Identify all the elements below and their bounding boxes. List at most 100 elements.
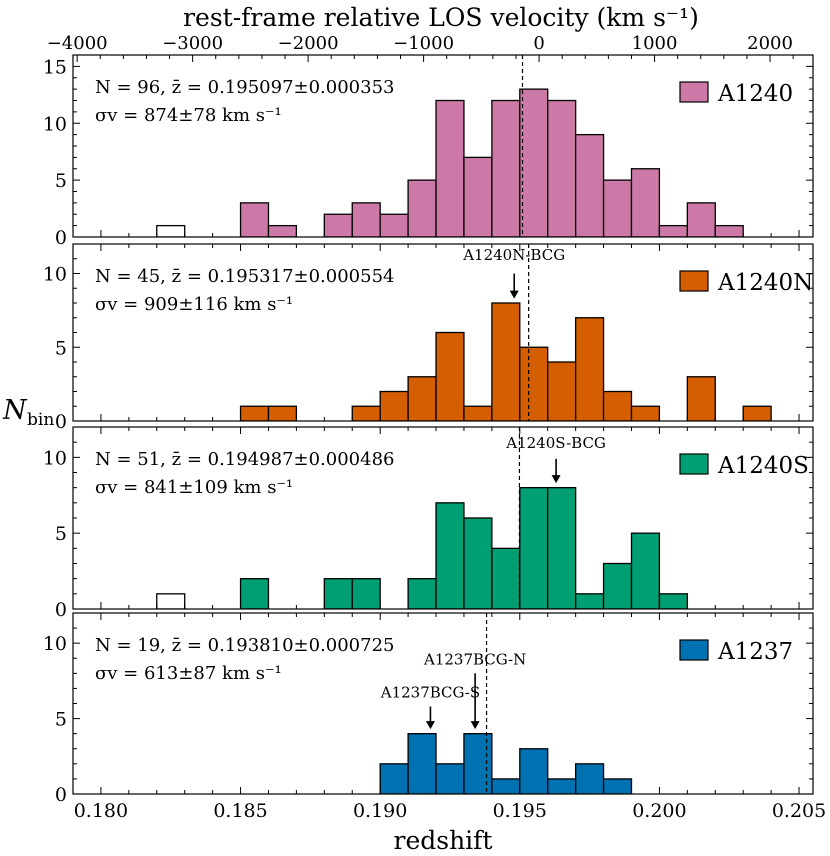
legend-a1240s: A1240S — [679, 453, 809, 479]
histogram-bar — [239, 405, 270, 421]
y-tick-label: 5 — [55, 709, 67, 731]
marker-label: A1240N-BCG — [462, 246, 565, 264]
histogram-bar — [407, 578, 437, 609]
histogram-bar — [519, 88, 549, 237]
histogram-bar — [574, 317, 605, 421]
histogram-bar — [519, 487, 549, 609]
stats-line-1: N = 51, z̄ = 0.194987±0.000486 — [95, 449, 395, 470]
y-tick-label: 0 — [55, 599, 67, 621]
marker-arrow-head — [509, 290, 519, 299]
top-axis-label: rest-frame relative LOS velocity (km s⁻¹… — [183, 3, 699, 32]
histogram-bar — [463, 156, 493, 237]
histogram-bar — [519, 346, 549, 421]
histogram-bar — [267, 405, 298, 421]
y-tick-label: 5 — [55, 337, 67, 359]
legend-label: A1240 — [717, 81, 793, 107]
x-tick-label: 0.190 — [353, 800, 407, 822]
histogram-bar — [602, 179, 633, 237]
marker-label: A1237BCG-N — [423, 650, 526, 668]
marker-arrow-head — [470, 721, 480, 730]
marker-arrow-head — [425, 721, 435, 730]
y-axis-label-sub: bin — [27, 410, 54, 430]
histogram-bar — [630, 532, 661, 609]
histogram-bar — [574, 593, 605, 609]
x-tick-label: 0.205 — [772, 800, 826, 822]
top-tick-label: 0 — [533, 33, 544, 54]
bcg-marker: A1240N-BCG — [462, 246, 565, 299]
legend-a1237: A1237 — [679, 639, 793, 665]
histogram-bar — [547, 487, 577, 609]
histogram-bar — [686, 376, 716, 421]
legend-swatch — [679, 81, 709, 103]
histogram-bar — [547, 361, 577, 421]
histogram-bar — [351, 202, 381, 237]
top-tick-label: −4000 — [47, 33, 108, 54]
bars-a1240n — [239, 302, 772, 421]
histogram-bar — [379, 763, 409, 794]
histogram-bar — [491, 99, 521, 237]
histogram-bar — [491, 302, 521, 421]
stats-line-1: N = 45, z̄ = 0.195317±0.000554 — [95, 266, 395, 287]
y-tick-label: 10 — [43, 264, 67, 286]
panel-a1240s: 0 5 10 N = 51, z̄ = 0.194987±0.000486 σv = 8… — [43, 426, 814, 621]
histogram-bar — [574, 763, 605, 794]
y-tick-label: 0 — [55, 784, 67, 806]
panel-a1237: 0 5 10 N = 19, z̄ = 0.193810±0.000725 σv = 6… — [43, 612, 814, 806]
histogram-bar — [630, 405, 661, 421]
histogram-bar — [463, 733, 493, 794]
y-tick-label: 0 — [55, 227, 67, 249]
histogram-bar — [491, 778, 521, 794]
top-tick-label: −3000 — [162, 33, 223, 54]
legend-swatch — [679, 270, 709, 292]
histogram-bar — [239, 202, 270, 237]
histogram-bar — [239, 578, 270, 609]
histogram-bar — [742, 405, 772, 421]
y-tick-label: 5 — [55, 170, 67, 192]
legend-swatch — [679, 453, 709, 475]
y-tick-label: 5 — [55, 523, 67, 545]
stats-line-1: N = 96, z̄ = 0.195097±0.000353 — [95, 77, 395, 98]
histogram-bar — [574, 133, 605, 237]
y-tick-label: 15 — [43, 56, 67, 78]
legend-swatch — [679, 639, 709, 661]
histogram-bar — [435, 99, 465, 237]
bcg-marker: A1237BCG-S — [380, 683, 480, 730]
top-tick-label: 2000 — [747, 33, 793, 54]
y-axis-label: N bin — [2, 395, 54, 430]
stats-line-2: σv = 909±116 km s⁻¹ — [95, 294, 293, 315]
histogram-bar — [602, 562, 633, 609]
histogram-bar — [323, 213, 353, 237]
stats-line-2: σv = 613±87 km s⁻¹ — [95, 663, 282, 684]
histogram-bar — [435, 331, 465, 421]
histogram-bar — [435, 502, 465, 609]
histogram-bar-outline — [156, 224, 186, 237]
histogram-bar — [267, 224, 298, 237]
stats-line-1: N = 19, z̄ = 0.193810±0.000725 — [95, 635, 395, 656]
histogram-bar — [686, 202, 716, 237]
y-tick-label: 10 — [43, 447, 67, 469]
stats-line-2: σv = 874±78 km s⁻¹ — [95, 105, 282, 126]
bars-a1240s — [156, 487, 688, 609]
histogram-bar — [630, 168, 661, 237]
histogram-bar — [407, 179, 437, 237]
legend-label: A1237 — [717, 639, 793, 665]
histogram-bar — [323, 578, 353, 609]
x-tick-label: 0.195 — [493, 800, 547, 822]
top-tick-label: −1000 — [393, 33, 454, 54]
histogram-bar — [407, 376, 437, 421]
histogram-bar — [547, 778, 577, 794]
histogram-bar — [602, 390, 633, 421]
histogram-bar — [602, 778, 633, 794]
histogram-bar — [714, 224, 744, 237]
y-axis-label-main: N — [2, 395, 28, 426]
panel-a1240n: 0 5 10 N = 45, z̄ = 0.195317±0.000554 σv = 9… — [43, 243, 814, 433]
legend-label: A1240S — [717, 453, 809, 479]
histogram-bar — [379, 213, 409, 237]
x-axis-label: redshift — [394, 826, 493, 855]
histogram-bar — [463, 517, 493, 609]
panel-a1240: 0 5 10 15 N = 96, z̄ = 0.195097±0.000353 σv =… — [43, 54, 814, 249]
histogram-bar — [658, 224, 688, 237]
bars-a1240 — [156, 88, 744, 237]
bcg-marker: A1237BCG-N — [423, 650, 526, 730]
